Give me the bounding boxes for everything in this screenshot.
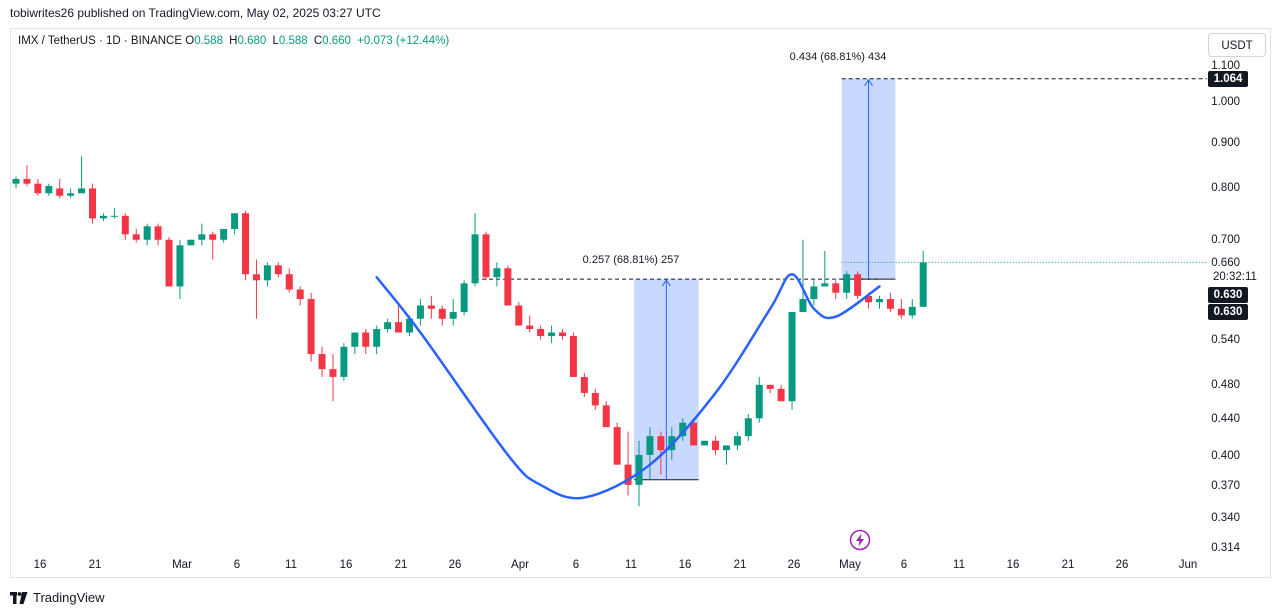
price-label: 1.000 [1211,96,1240,108]
time-label: 26 [448,559,462,571]
price-label: 0.480 [1211,379,1240,391]
tradingview-brand[interactable]: TradingView [10,590,105,605]
brand-name: TradingView [33,590,105,605]
time-label: 26 [787,559,801,571]
time-label: 16 [339,559,353,571]
currency-button[interactable]: USDT [1208,33,1266,57]
time-label: 11 [953,559,965,571]
open-value: 0.588 [194,35,223,47]
price-label: 0.440 [1211,413,1240,425]
time-label: 21 [733,559,747,571]
time-label: 16 [678,559,692,571]
high-label: H [229,35,238,47]
close-label: C [313,35,323,47]
price-label: 0.660 [1211,257,1240,269]
low-value: 0.588 [278,35,308,47]
price-label: 0.400 [1211,450,1240,462]
time-label: 16 [33,559,47,571]
price-label: 0.700 [1211,234,1240,246]
time-label: 26 [1115,559,1129,571]
open-label: O [185,35,195,47]
time-label: Jun [1178,559,1198,571]
target-price-tag: 1.064 [1208,71,1248,87]
symbol-name[interactable]: IMX / TetherUS · 1D · BINANCE [18,35,183,47]
measure-label-1: 0.257 (68.81%) 257 [582,254,680,266]
publisher-line: tobiwrites26 published on TradingView.co… [10,6,381,20]
measure-label-2: 0.434 (68.81%) 434 [789,51,887,63]
low-label: L [272,35,279,47]
time-label: 11 [625,559,637,571]
current-price-tag: 0.630 [1208,287,1248,303]
time-label: 16 [1006,559,1020,571]
price-label: 0.900 [1211,137,1240,149]
time-label: 6 [900,559,908,571]
lightning-icon[interactable] [849,529,871,551]
current-price-tag-secondary: 0.630 [1208,304,1248,320]
time-label: 6 [233,559,241,571]
time-label: 6 [572,559,580,571]
price-label: 0.314 [1211,542,1240,554]
price-label: 0.800 [1211,182,1240,194]
price-label: 0.370 [1211,480,1240,492]
time-label: 21 [88,559,102,571]
tradingview-logo-icon [10,591,28,604]
time-label: Mar [172,559,192,571]
time-label: 21 [1061,559,1075,571]
change-value: +0.073 (+12.44%) [357,35,450,47]
chart-frame[interactable] [10,28,1271,578]
time-label: Apr [511,559,529,571]
price-label: 1.100 [1211,60,1240,72]
price-label: 0.540 [1211,334,1240,346]
time-label: 21 [394,559,408,571]
close-value: 0.660 [322,35,351,47]
high-value: 0.680 [237,35,267,47]
time-label: May [839,559,861,571]
time-label: 11 [285,559,297,571]
symbol-legend: IMX / TetherUS · 1D · BINANCE O0.588 H0.… [18,35,449,47]
price-label: 0.340 [1211,512,1240,524]
bar-countdown: 20:32:11 [1213,271,1257,283]
